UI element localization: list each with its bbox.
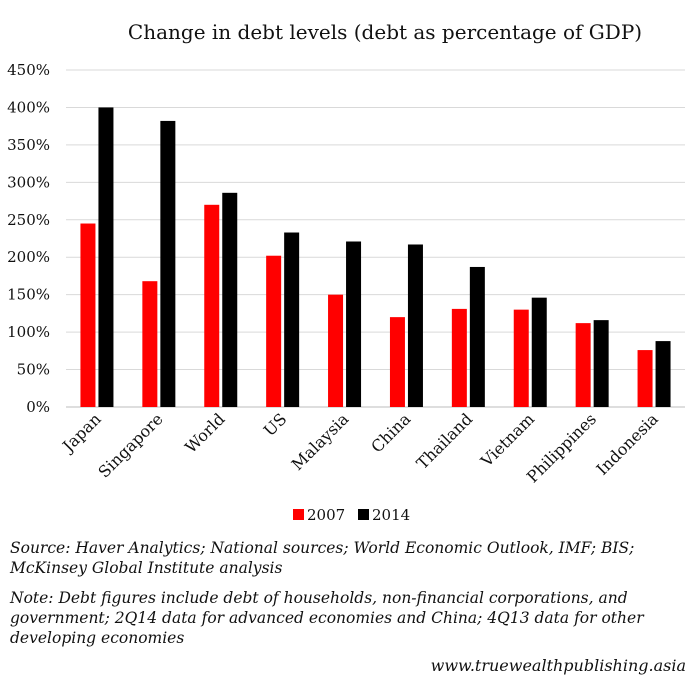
- x-tick-label: US: [260, 409, 291, 440]
- bar-2014-philippines: [593, 320, 609, 407]
- chart-title: Change in debt levels (debt as percentag…: [128, 20, 642, 44]
- legend: 2007 2014: [293, 506, 410, 524]
- bar-2007-china: [389, 317, 405, 407]
- legend-label-2014: 2014: [372, 506, 410, 524]
- y-tick-label: 50%: [17, 361, 50, 379]
- y-tick-label: 100%: [7, 323, 50, 341]
- bar-2014-japan: [98, 107, 114, 407]
- legend-swatch-2014: [358, 509, 369, 520]
- bar-2007-indonesia: [637, 350, 653, 407]
- bar-2014-malaysia: [346, 241, 362, 407]
- x-tick-label: Indonesia: [592, 409, 662, 479]
- source-note: Source: Haver Analytics; National source…: [10, 539, 635, 577]
- y-tick-label: 450%: [7, 61, 50, 79]
- x-tick-label: Thailand: [413, 409, 477, 473]
- x-tick-label: Vietnam: [476, 409, 538, 471]
- y-tick-label: 250%: [7, 211, 50, 229]
- bar-2014-vietnam: [531, 297, 547, 407]
- y-tick-label: 400%: [7, 98, 50, 116]
- x-tick-label: Malaysia: [288, 409, 353, 474]
- bar-2014-thailand: [469, 266, 485, 407]
- gridlines: [66, 69, 685, 408]
- bar-2007-malaysia: [328, 294, 344, 407]
- x-tick-label: Japan: [57, 409, 104, 456]
- bar-2014-singapore: [160, 120, 176, 408]
- x-tick-label: World: [181, 409, 228, 456]
- debt-definition-note: Note: Debt figures include debt of house…: [10, 589, 644, 647]
- y-axis-tick-labels: 0% 50% 100% 150% 200% 250% 300% 350% 400% 450%: [7, 61, 50, 416]
- legend-label-2007: 2007: [307, 506, 345, 524]
- y-tick-label: 350%: [7, 136, 50, 154]
- bar-2014-world: [222, 192, 238, 407]
- bar-2007-vietnam: [513, 309, 529, 407]
- bar-2014-indonesia: [655, 341, 671, 407]
- bar-2007-us: [266, 255, 282, 407]
- bar-2007-thailand: [451, 308, 467, 407]
- y-tick-label: 150%: [7, 286, 50, 304]
- x-tick-label: China: [367, 409, 414, 456]
- y-tick-label: 200%: [7, 248, 50, 266]
- y-tick-label: 300%: [7, 173, 50, 191]
- y-tick-label: 0%: [26, 398, 50, 416]
- bar-2007-world: [204, 204, 220, 407]
- legend-swatch-2007: [293, 509, 304, 520]
- bar-chart: Change in debt levels (debt as percentag…: [7, 20, 685, 524]
- bar-2007-japan: [80, 223, 96, 407]
- bar-2007-singapore: [142, 281, 158, 407]
- bar-2014-us: [284, 232, 300, 407]
- website-credit: www.truewealthpublishing.asia: [430, 656, 686, 675]
- bar-series: [80, 107, 671, 408]
- bar-2014-china: [407, 244, 423, 407]
- bar-2007-philippines: [575, 323, 591, 407]
- x-tick-label: Singapore: [94, 409, 166, 481]
